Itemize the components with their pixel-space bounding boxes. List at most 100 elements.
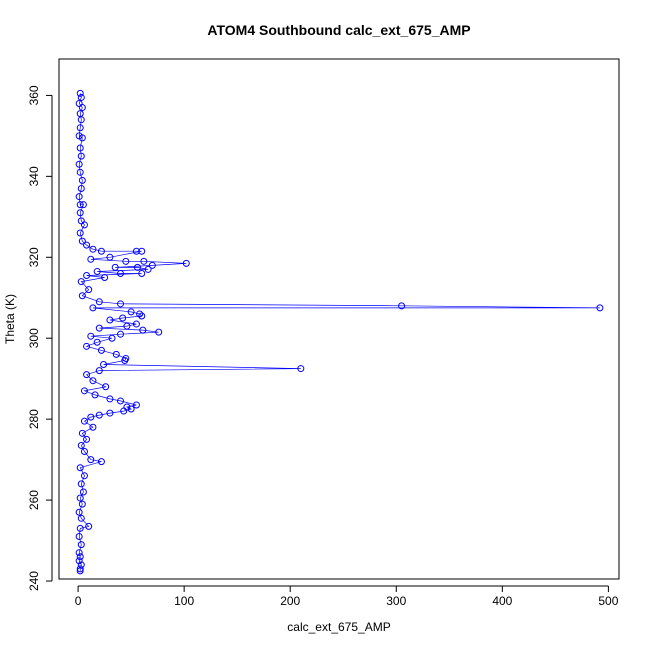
y-axis-label: Theta (K) — [3, 294, 17, 344]
data-point — [75, 508, 83, 516]
plot-frame — [58, 58, 620, 580]
data-point — [95, 411, 103, 419]
data-point — [78, 237, 86, 245]
data-point — [123, 322, 131, 330]
data-point — [76, 144, 84, 152]
data-point — [89, 304, 97, 312]
y-tick-label: 360 — [27, 85, 41, 105]
data-point — [119, 314, 127, 322]
data-point — [138, 269, 146, 277]
data-point — [89, 245, 97, 253]
x-tick-label: 100 — [174, 594, 194, 608]
data-point — [77, 441, 85, 449]
data-point — [77, 116, 85, 124]
data-point — [75, 193, 83, 201]
y-tick-label: 300 — [27, 328, 41, 348]
y-tick-label: 280 — [27, 409, 41, 429]
data-point — [144, 265, 152, 273]
data-point — [77, 278, 85, 286]
data-point — [106, 253, 114, 261]
data-point — [133, 263, 141, 271]
data-point — [78, 104, 86, 112]
data-point — [140, 257, 148, 265]
data-point — [83, 241, 91, 249]
data-series — [75, 89, 604, 575]
data-point — [80, 417, 88, 425]
data-point — [155, 328, 163, 336]
data-point — [80, 221, 88, 229]
data-point — [78, 292, 86, 300]
data-point — [106, 395, 114, 403]
data-point — [76, 553, 84, 561]
data-point — [132, 401, 140, 409]
data-point — [80, 472, 88, 480]
x-axis-label: calc_ext_675_AMP — [287, 620, 390, 634]
data-point — [83, 342, 91, 350]
data-point — [139, 326, 147, 334]
data-point — [78, 429, 86, 437]
data-point — [127, 405, 135, 413]
data-point — [76, 464, 84, 472]
data-point — [120, 407, 128, 415]
data-point — [78, 176, 86, 184]
data-point — [75, 533, 83, 541]
data-point — [76, 89, 84, 97]
y-tick-label: 260 — [27, 490, 41, 510]
data-point — [89, 423, 97, 431]
data-point — [91, 391, 99, 399]
data-point — [76, 494, 84, 502]
x-tick-label: 500 — [598, 594, 618, 608]
data-point — [76, 565, 84, 573]
data-point — [87, 332, 95, 340]
data-point — [80, 387, 88, 395]
data-point — [121, 356, 129, 364]
x-tick-label: 400 — [492, 594, 512, 608]
data-point — [106, 316, 114, 324]
data-point — [297, 365, 305, 373]
data-point — [89, 377, 97, 385]
data-point — [85, 522, 93, 530]
data-point — [101, 274, 109, 282]
data-point — [132, 320, 140, 328]
data-point — [77, 152, 85, 160]
data-point — [83, 271, 91, 279]
y-tick-label: 240 — [27, 571, 41, 591]
data-point — [93, 338, 101, 346]
data-point — [83, 435, 91, 443]
data-point — [93, 267, 101, 275]
x-tick-label: 200 — [280, 594, 300, 608]
data-point — [108, 334, 116, 342]
data-point — [79, 201, 87, 209]
data-point — [77, 541, 85, 549]
data-point — [75, 549, 83, 557]
data-point — [77, 184, 85, 192]
data-point — [95, 298, 103, 306]
data-point — [97, 247, 105, 255]
x-tick-label: 300 — [386, 594, 406, 608]
data-point — [132, 247, 140, 255]
y-tick-label: 320 — [27, 247, 41, 267]
data-point — [398, 302, 406, 310]
data-point — [117, 269, 125, 277]
data-point — [79, 488, 87, 496]
data-point — [87, 413, 95, 421]
data-point — [87, 456, 95, 464]
data-point — [117, 397, 125, 405]
data-point — [100, 361, 108, 369]
data-point — [76, 229, 84, 237]
data-point — [83, 371, 91, 379]
x-axis: 0 100 200 300 400 500 — [75, 585, 619, 608]
data-point — [122, 257, 130, 265]
data-point — [80, 448, 88, 456]
data-point — [78, 500, 86, 508]
y-axis: 240 260 280 300 320 340 360 — [27, 85, 53, 591]
data-point — [77, 480, 85, 488]
chart-title: ATOM4 Southbound calc_ext_675_AMP — [207, 22, 470, 38]
data-point — [182, 259, 190, 267]
data-point — [112, 350, 120, 358]
data-point — [95, 367, 103, 375]
data-point — [97, 458, 105, 466]
data-point — [117, 330, 125, 338]
